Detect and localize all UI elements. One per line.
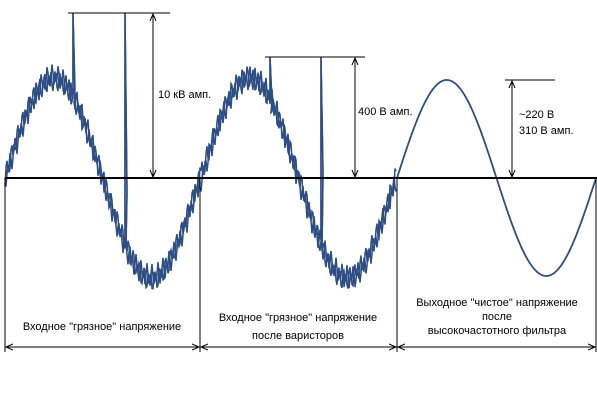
section-label: Входное "грязное" напряжение: [23, 321, 181, 333]
section-label: после варисторов: [252, 330, 344, 342]
waveform: [4, 12, 201, 290]
section-labels: Входное "грязное" напряжение Входное "гр…: [23, 297, 578, 342]
section-label: высокочастотного фильтра: [428, 325, 567, 337]
waveforms: [4, 12, 597, 290]
waveform: [4, 12, 201, 290]
annotation: 310 В амп.: [519, 125, 574, 137]
section-label: Выходное "чистое" напряжение: [416, 297, 578, 309]
section-label: после: [482, 311, 512, 323]
annotation: 10 кВ амп.: [158, 89, 211, 101]
section-dividers: [4, 178, 597, 352]
amplitude-markers: [68, 12, 555, 177]
annotation: 400 В амп.: [358, 106, 413, 118]
annotation: ~220 В: [519, 109, 554, 121]
waveform: [200, 56, 397, 289]
section-label: Входное "грязное" напряжение: [219, 312, 377, 324]
